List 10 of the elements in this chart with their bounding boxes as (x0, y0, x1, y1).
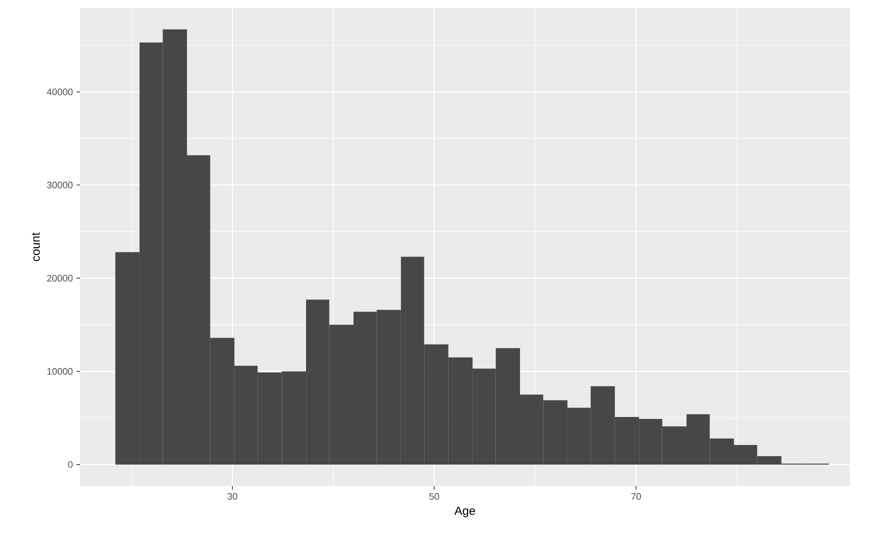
x-tick-label: 70 (631, 493, 641, 500)
y-tick-label: 20000 (47, 274, 73, 282)
y-tick-label: 0 (68, 461, 73, 468)
y-axis-title: count (32, 232, 40, 262)
x-tick-label: 50 (429, 493, 440, 500)
y-tick-label: 10000 (47, 368, 73, 375)
y-tick-label: 30000 (47, 182, 73, 188)
y-tick-label: 40000 (46, 88, 73, 96)
x-tick-label: 30 (227, 493, 238, 500)
x-axis-title: Age (454, 506, 476, 518)
